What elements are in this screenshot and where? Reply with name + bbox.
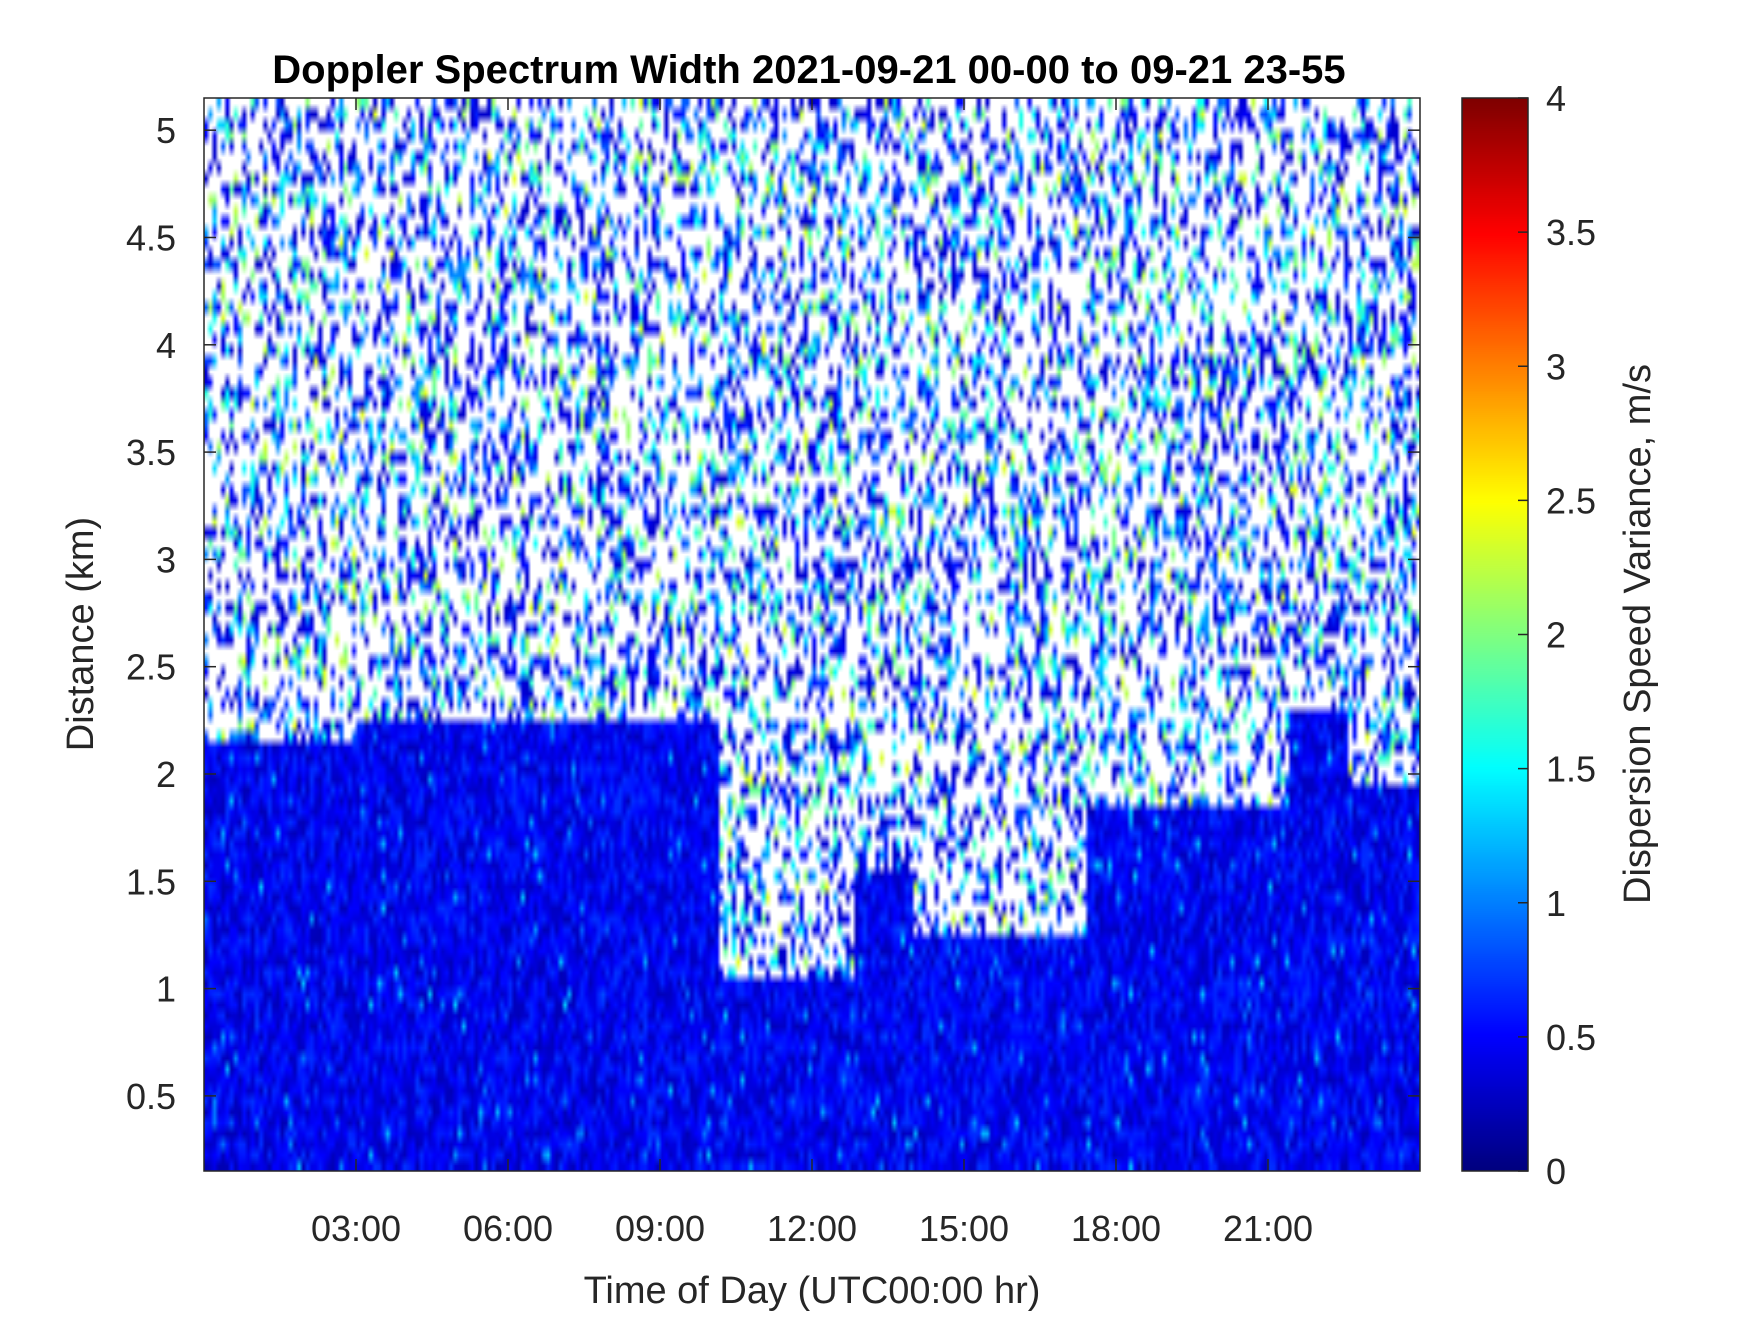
y-tick-label: 3.5 xyxy=(126,432,176,473)
colorbar-tick-label: 2.5 xyxy=(1546,480,1596,521)
x-tick-label: 09:00 xyxy=(615,1208,705,1249)
colorbar-tick-label: 4 xyxy=(1546,78,1566,119)
x-tick-label: 18:00 xyxy=(1071,1208,1161,1249)
y-axis-label: Distance (km) xyxy=(60,517,102,751)
x-tick-label: 12:00 xyxy=(767,1208,857,1249)
y-tick-label: 4.5 xyxy=(126,217,176,258)
colorbar-tick-label: 0.5 xyxy=(1546,1017,1596,1058)
y-tick-label: 2.5 xyxy=(126,647,176,688)
y-tick-label: 3 xyxy=(156,539,176,580)
x-tick-label: 21:00 xyxy=(1223,1208,1313,1249)
x-axis: 03:00 06:00 09:00 12:00 15:00 18:00 21:00 xyxy=(311,98,1313,1249)
y-tick-label: 5 xyxy=(156,110,176,151)
colorbar-tick-label: 3 xyxy=(1546,346,1566,387)
colorbar-tick-label: 0 xyxy=(1546,1151,1566,1192)
y-tick-label: 4 xyxy=(156,325,176,366)
y-tick-label: 0.5 xyxy=(126,1076,176,1117)
x-tick-label: 15:00 xyxy=(919,1208,1009,1249)
x-axis-label: Time of Day (UTC00:00 hr) xyxy=(584,1270,1041,1312)
y-axis: 0.5 1 1.5 2 2.5 3 3.5 4 4.5 5 xyxy=(126,110,1420,1117)
y-tick-label: 1 xyxy=(156,969,176,1010)
colorbar-tick-label: 1 xyxy=(1546,883,1566,924)
plot-area xyxy=(203,97,1421,1172)
colorbar: 0 0.5 1 1.5 2 2.5 3 3.5 4 xyxy=(1461,78,1596,1192)
colorbar-tick-label: 1.5 xyxy=(1546,749,1596,790)
colorbar-ticks: 0 0.5 1 1.5 2 2.5 3 3.5 4 xyxy=(1518,78,1596,1192)
heatmap-image xyxy=(204,98,1420,1171)
y-tick-label: 1.5 xyxy=(126,861,176,902)
x-tick-label: 06:00 xyxy=(463,1208,553,1249)
colorbar-gradient xyxy=(1462,98,1528,1171)
colorbar-tick-label: 2 xyxy=(1546,615,1566,656)
colorbar-label: Dispersion Speed Variance, m/s xyxy=(1617,364,1659,904)
y-tick-label: 2 xyxy=(156,754,176,795)
chart-title: Doppler Spectrum Width 2021-09-21 00-00 … xyxy=(272,48,1345,92)
colorbar-tick-label: 3.5 xyxy=(1546,212,1596,253)
x-tick-label: 03:00 xyxy=(311,1208,401,1249)
